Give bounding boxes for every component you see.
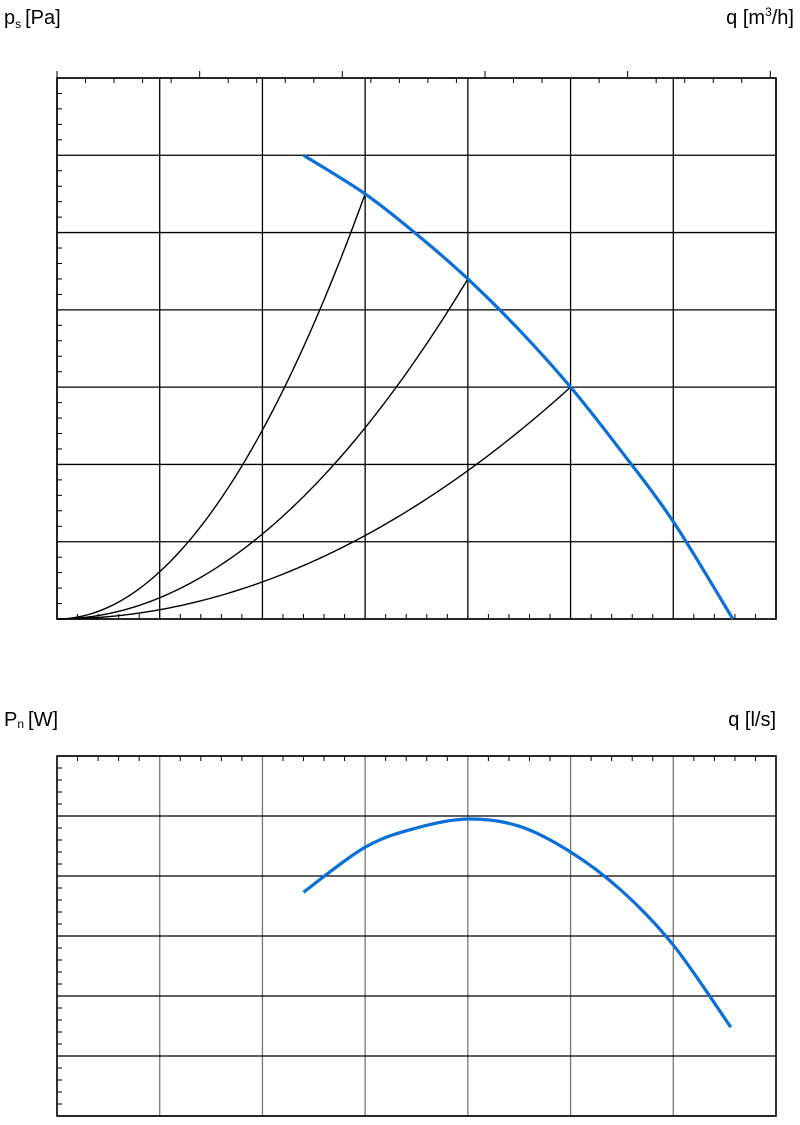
plot-frame (56, 77, 777, 620)
x2-label-end: /h] (772, 7, 794, 29)
y-axis-label: ps [Pa] (4, 7, 61, 31)
power-chart: Pn [W] q [l/s] (4, 709, 777, 1117)
system-curve (56, 193, 366, 620)
x2-label-sup: 3 (765, 5, 772, 19)
plot-frame (56, 755, 777, 1117)
x2-label-main: q [m (726, 7, 765, 29)
pressure-chart: ps [Pa] q [m3/h] (4, 5, 794, 620)
system-curve (56, 278, 469, 620)
y-label-unit: [W] (28, 709, 58, 731)
system-curve (56, 386, 572, 620)
fan-curve-line (302, 153, 735, 620)
x2-axis-label: q [m3/h] (726, 5, 794, 29)
y-axis-label: Pn [W] (4, 709, 58, 731)
y-label-main: p (4, 7, 15, 29)
y-label-sub: n (17, 717, 24, 731)
y-label-unit: [Pa] (25, 7, 61, 29)
x-axis-label: q [l/s] (728, 709, 776, 731)
y-label-main: P (4, 709, 17, 731)
y-label-sub: s (15, 17, 21, 31)
power-curve-line (302, 817, 733, 1029)
